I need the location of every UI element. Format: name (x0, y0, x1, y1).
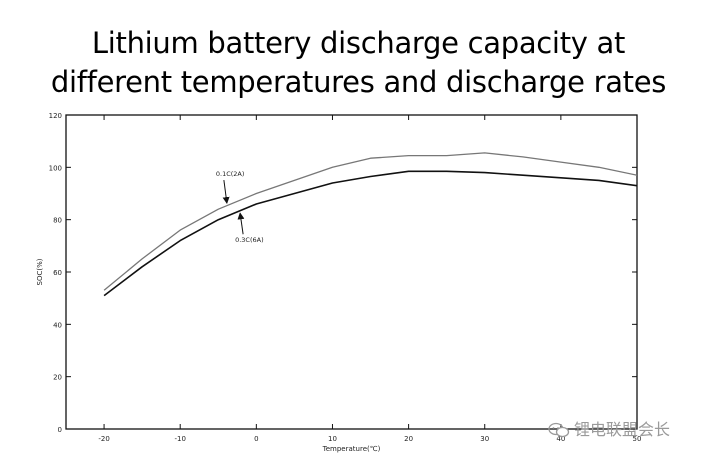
watermark: 锂电联盟会长 (548, 416, 708, 439)
series-line-1 (103, 152, 638, 291)
y-tick-label: 120 (49, 112, 62, 120)
x-tick-label: 30 (480, 435, 489, 443)
annotation-arrow-1 (222, 179, 230, 205)
x-axis-label: Temperature(℃) (322, 445, 381, 453)
chart-title: Lithium battery discharge capacity at di… (0, 24, 717, 102)
y-axis-label: SOC(%) (36, 258, 44, 285)
series-annotation-1: 0.1C(2A) (216, 170, 245, 178)
x-tick-label: 20 (404, 435, 413, 443)
series-annotation-2: 0.3C(6A) (235, 236, 264, 244)
x-tick-label: -20 (98, 435, 109, 443)
x-tick-label: 50 (633, 435, 642, 443)
chart-title-line-1: Lithium battery discharge capacity at (91, 26, 626, 60)
x-tick-label: 10 (328, 435, 337, 443)
watermark-text: 锂电联盟会长 (574, 420, 671, 439)
y-tick-label: 100 (49, 164, 62, 172)
chart-title-line-2: different temperatures and discharge rat… (50, 65, 667, 99)
y-tick-label: 40 (53, 321, 62, 329)
y-tick-label: 60 (53, 269, 62, 277)
y-tick-label: 20 (53, 374, 62, 382)
y-tick-label: 80 (53, 217, 62, 225)
wechat-icon (548, 422, 570, 438)
series-line-2 (103, 170, 638, 297)
x-tick-label: 0 (254, 435, 258, 443)
x-tick-label: 40 (556, 435, 565, 443)
y-tick-label: 0 (58, 426, 62, 434)
annotation-arrow-2 (237, 212, 245, 235)
x-tick-label: -10 (174, 435, 185, 443)
